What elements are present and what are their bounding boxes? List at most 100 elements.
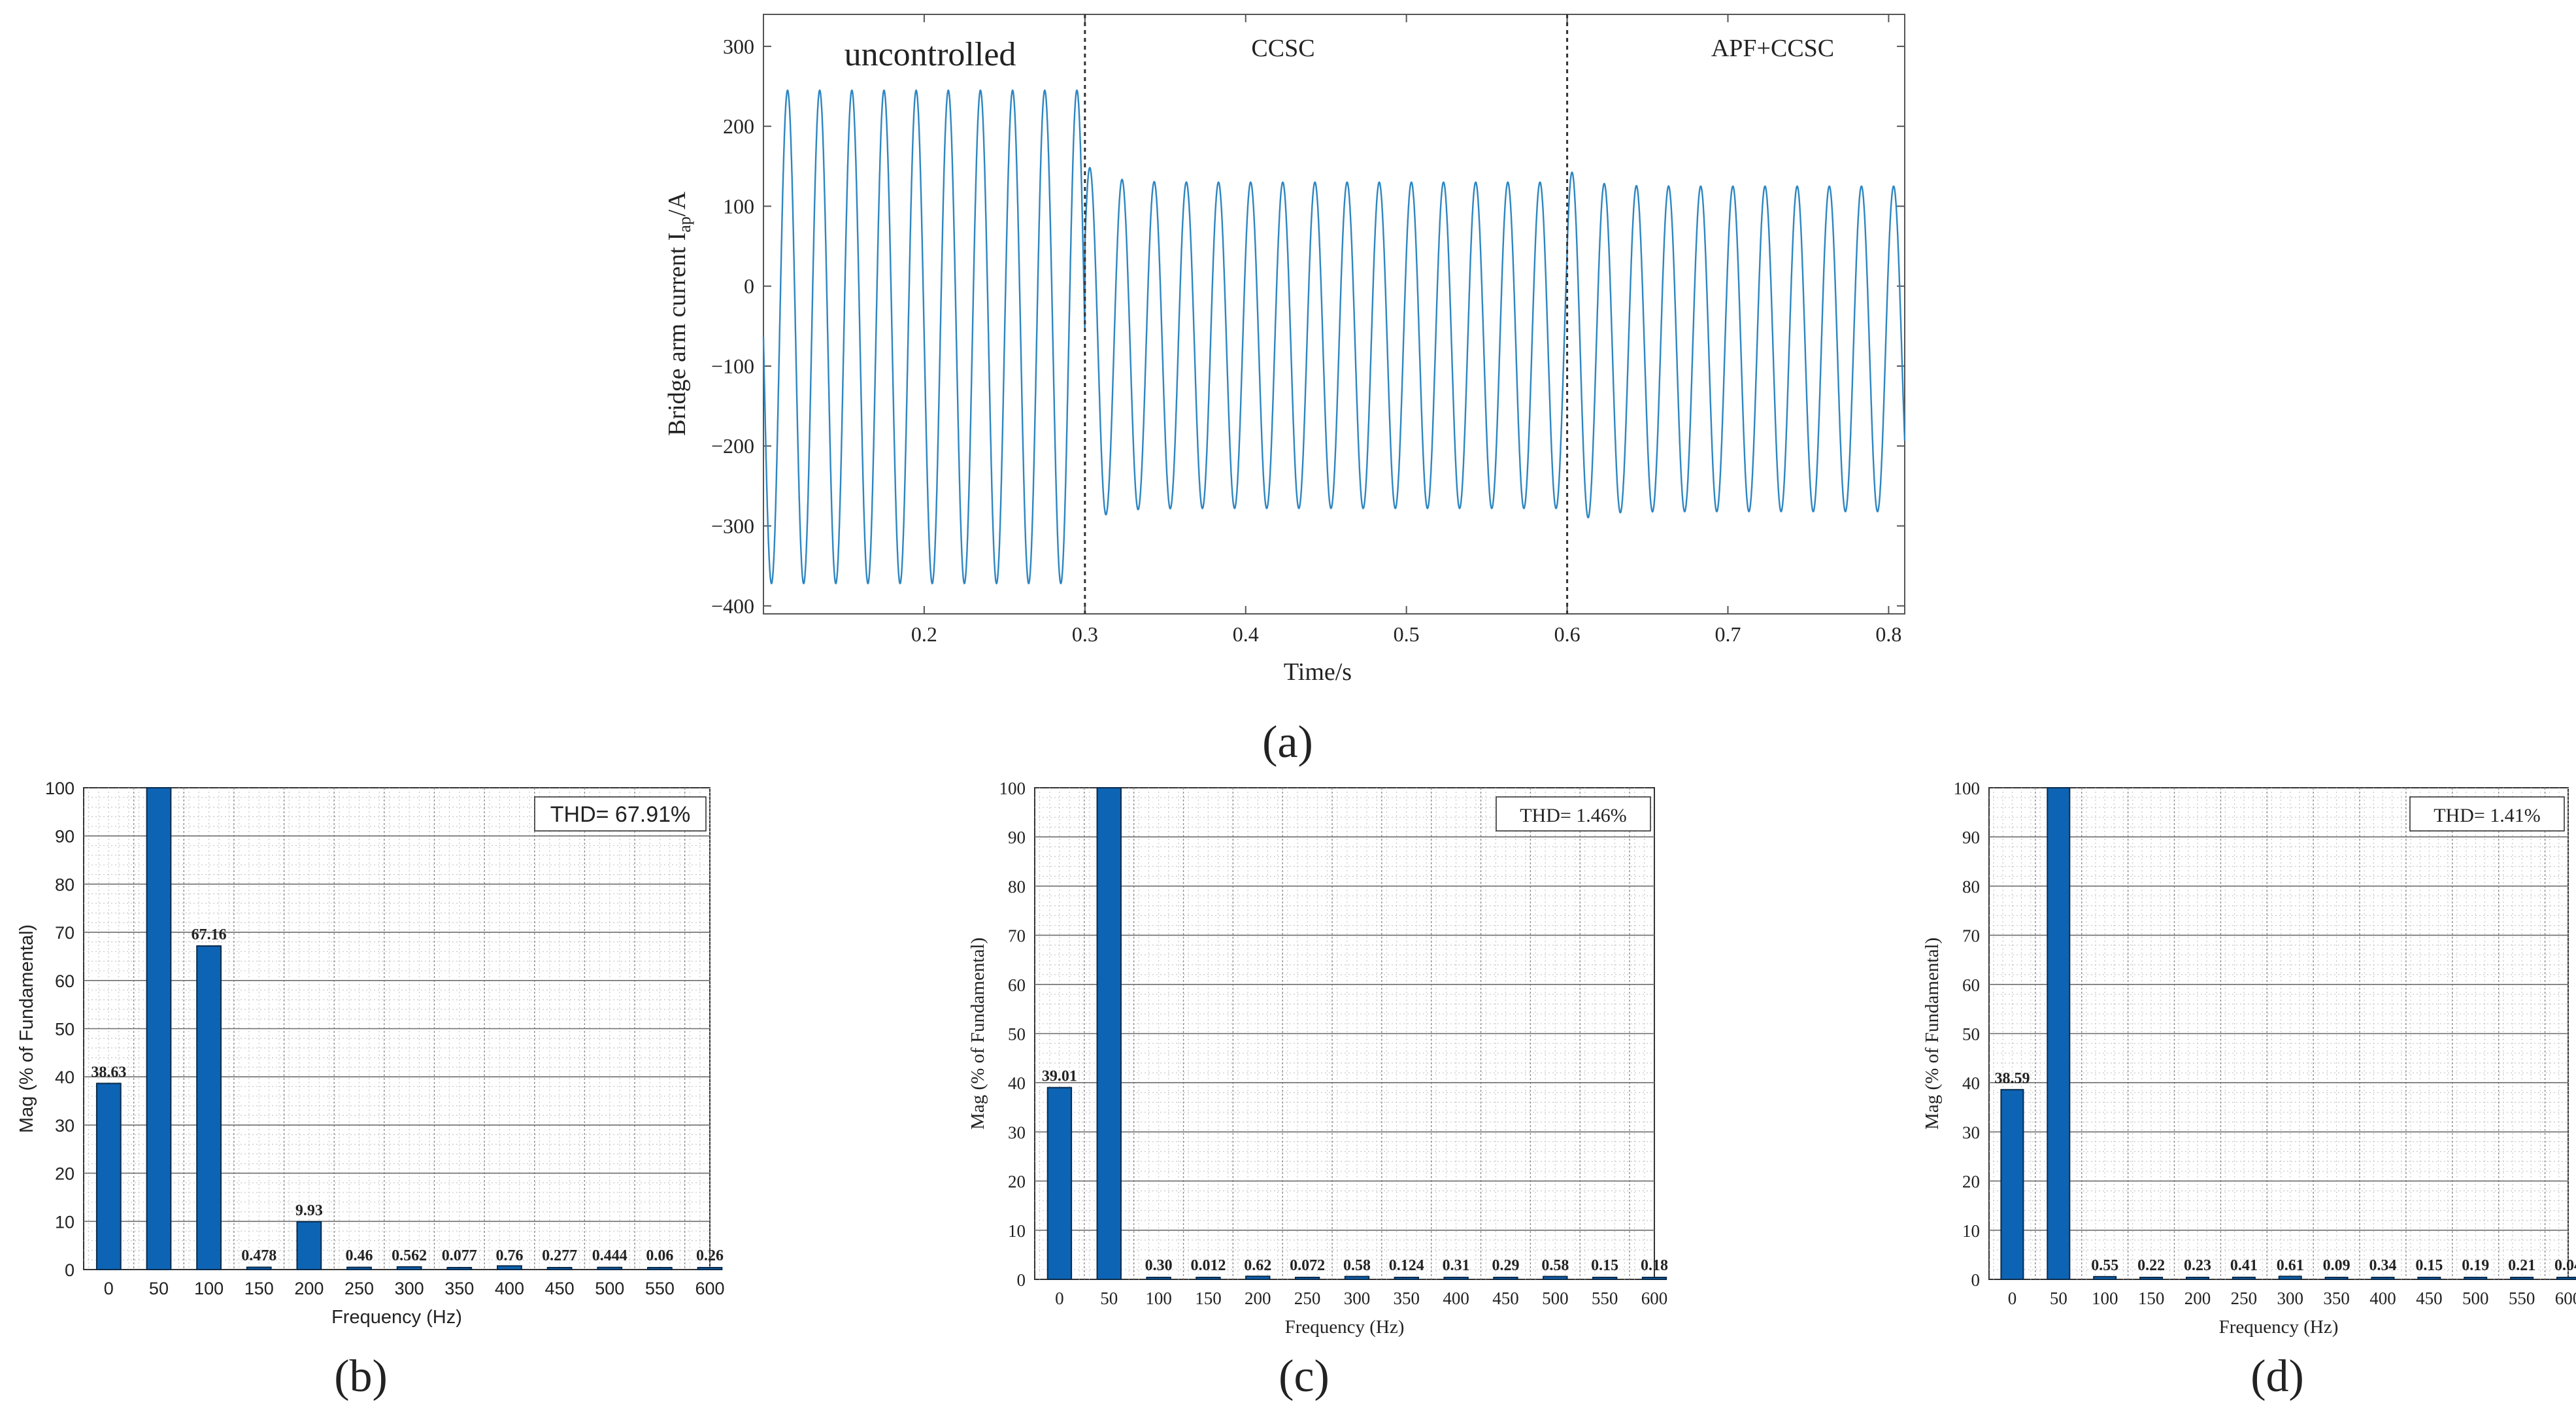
chart-d-bar (2556, 1277, 2576, 1280)
chart-b-thd-box (534, 796, 707, 832)
chart-b-xtick-label: 100 (194, 1279, 224, 1298)
chart-a-segment-label: uncontrolled (845, 36, 1016, 73)
chart-b-data-label: 9.93 (295, 1202, 323, 1219)
chart-a-xtick-label: 0.2 (911, 622, 937, 646)
chart-b-ytick-label: 50 (55, 1020, 75, 1039)
chart-b-bar (497, 1265, 522, 1271)
chart-b-ytick-label: 30 (55, 1116, 75, 1136)
chart-d-xtick-label: 200 (2184, 1289, 2211, 1308)
chart-d-data-label: 0.21 (2508, 1257, 2535, 1274)
chart-b-data-label: 0.077 (442, 1247, 477, 1264)
chart-d-bar (2000, 1088, 2024, 1281)
panel-label-b: (b) (334, 1351, 388, 1402)
chart-d-ytick-label: 30 (1962, 1122, 1980, 1142)
chart-d-bar (2185, 1277, 2209, 1280)
chart-c-xtick-label: 600 (1641, 1289, 1668, 1308)
chart-b-xtick-label: 50 (149, 1279, 169, 1298)
chart-c-bar (1394, 1277, 1420, 1280)
chart-d-ytick-label: 10 (1962, 1221, 1980, 1241)
chart-c-ytick-label: 60 (1008, 975, 1026, 995)
chart-c-bar (1294, 1277, 1320, 1280)
chart-c-ytick-label: 10 (1008, 1221, 1026, 1241)
chart-c-xtick-label: 50 (1100, 1289, 1118, 1308)
chart-b-data-label: 0.46 (346, 1247, 373, 1264)
chart-d-xtick-label: 450 (2416, 1289, 2443, 1308)
chart-a-xtick-label: 0.6 (1554, 622, 1581, 646)
chart-c-data-label: 0.58 (1541, 1257, 1569, 1274)
chart-d-ylabel: Mag (% of Fundamental) (1922, 937, 1943, 1130)
chart-b: 0 10 20 30 40 50 60 70 80 90 100 0 38.63 50 100 67.16 15… (16, 779, 725, 1328)
chart-a-ylabel: Bridge arm current Iap/A (663, 192, 694, 436)
chart-c-bar (1096, 787, 1122, 1280)
chart-a-xtick-label: 0.4 (1233, 622, 1259, 646)
chart-d-xtick-label: 500 (2462, 1289, 2489, 1308)
chart-a-xtick-label: 0.7 (1715, 622, 1741, 646)
chart-b-data-label: 0.277 (542, 1247, 577, 1264)
chart-d-bar (2417, 1277, 2441, 1280)
chart-c-ytick-label: 80 (1008, 877, 1026, 896)
chart-b-xtick-label: 550 (645, 1279, 675, 1298)
chart-d-bar (2232, 1276, 2256, 1280)
chart-c-data-label: 0.124 (1389, 1257, 1424, 1274)
chart-b-bar (146, 787, 172, 1270)
chart-d-bar (2093, 1275, 2117, 1281)
chart-b-xtick-label: 500 (595, 1279, 624, 1298)
chart-b-data-label: 0.76 (495, 1247, 523, 1264)
chart-a-ytick-label: −100 (711, 354, 754, 378)
chart-a-xtick-label: 0.8 (1875, 622, 1901, 646)
chart-c-bar (1046, 1087, 1073, 1280)
chart-c-xtick-label: 250 (1294, 1289, 1321, 1308)
chart-a-ytick-label: −400 (711, 594, 754, 618)
chart-d-data-label: 0.09 (2323, 1257, 2350, 1274)
chart-a-ytick-label: −300 (711, 514, 754, 538)
chart-d-xtick-label: 100 (2092, 1289, 2118, 1308)
chart-c-bar (1443, 1277, 1469, 1280)
chart-b-bar (546, 1267, 573, 1270)
chart-b-thd-label: THD= 67.91% (550, 802, 691, 827)
chart-a-ytick-label: 100 (723, 194, 754, 218)
chart-b-xtick-label: 250 (344, 1279, 374, 1298)
chart-b-ytick-label: 0 (65, 1260, 75, 1280)
chart-d-xtick-label: 50 (2050, 1289, 2067, 1308)
chart-c-bar (1146, 1277, 1171, 1280)
chart-b-data-label: 0.26 (696, 1247, 724, 1264)
chart-d-xtick-label: 0 (2008, 1289, 2017, 1308)
chart-b-ytick-label: 60 (55, 971, 75, 991)
chart-d-thd-label: THD= 1.41% (2434, 805, 2541, 826)
chart-a-frame (763, 14, 1905, 615)
chart-b-ytick-label: 40 (55, 1068, 75, 1087)
chart-c-ytick-label: 90 (1008, 828, 1026, 847)
chart-c-xtick-label: 150 (1195, 1289, 1222, 1308)
chart-d-bar (2464, 1277, 2488, 1280)
chart-b-xtick-label: 400 (495, 1279, 524, 1298)
chart-d-ytick-label: 70 (1962, 926, 1980, 946)
chart-a-xlabel: Time/s (1284, 658, 1352, 686)
chart-c-xtick-label: 0 (1055, 1289, 1064, 1308)
chart-b-bar (296, 1221, 322, 1271)
chart-d-xtick-label: 400 (2369, 1289, 2396, 1308)
chart-b-xtick-label: 450 (545, 1279, 575, 1298)
chart-a-ytick-label: −200 (711, 434, 754, 458)
chart-b-xtick-label: 300 (395, 1279, 424, 1298)
chart-d-xtick-label: 350 (2323, 1289, 2350, 1308)
chart-d-xtick-label: 300 (2277, 1289, 2303, 1308)
chart-d-bar (2510, 1277, 2534, 1280)
chart-c-thd-label: THD= 1.46% (1520, 805, 1627, 826)
chart-b-bar (697, 1267, 723, 1270)
chart-c-data-label: 0.18 (1641, 1257, 1668, 1274)
chart-a-ytick-label: 300 (723, 35, 754, 58)
chart-c-data-label: 39.01 (1042, 1068, 1077, 1085)
chart-d-bar (2278, 1275, 2302, 1281)
chart-c-xtick-label: 200 (1245, 1289, 1271, 1308)
chart-a-xtick-label: 0.3 (1072, 622, 1098, 646)
chart-d-ytick-label: 60 (1962, 975, 1980, 995)
chart-d-data-label: 0.23 (2184, 1257, 2211, 1274)
chart-c-data-label: 0.62 (1244, 1257, 1271, 1274)
chart-c-data-label: 0.58 (1343, 1257, 1371, 1274)
chart-c-ytick-label: 100 (999, 779, 1026, 798)
chart-a-segment-label: APF+CCSC (1711, 35, 1834, 62)
chart-b-ytick-label: 90 (55, 827, 75, 847)
chart-c-bar (1245, 1275, 1271, 1281)
chart-c-xtick-label: 450 (1492, 1289, 1519, 1308)
